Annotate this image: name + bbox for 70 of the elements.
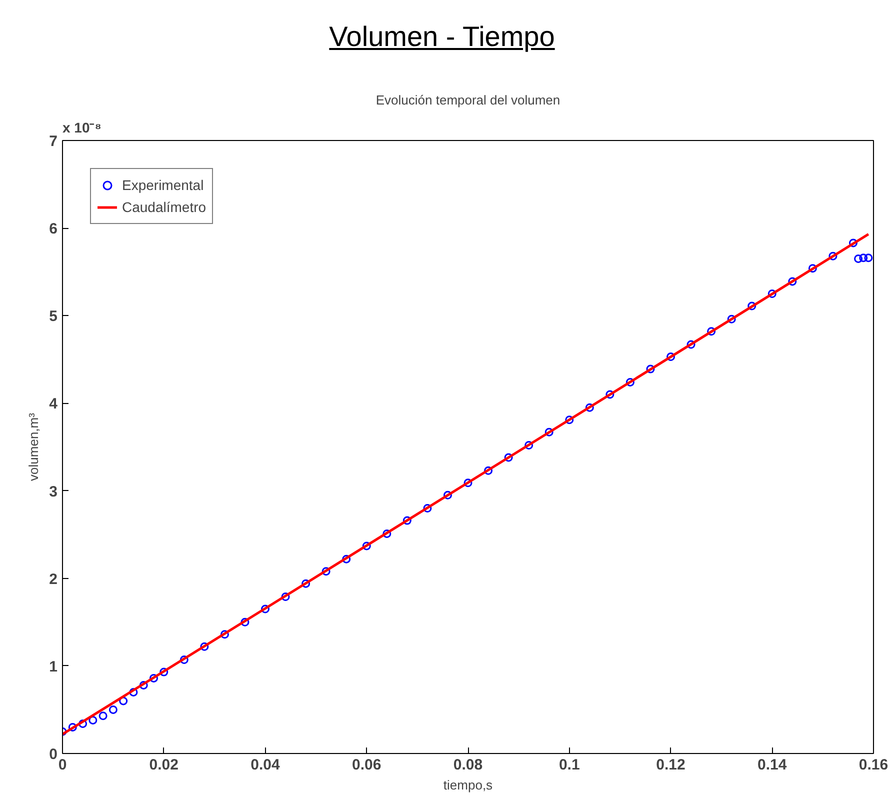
y-tick-label: 5 bbox=[49, 308, 58, 326]
point bbox=[464, 478, 472, 488]
point bbox=[808, 264, 817, 273]
point bbox=[78, 719, 88, 728]
y-axis-title: volumen,m³ bbox=[26, 412, 42, 481]
point bbox=[606, 390, 614, 399]
chart-title: Volumen - Tiempo bbox=[328, 20, 556, 54]
legend-label: Caudalímetro bbox=[122, 199, 206, 215]
point bbox=[666, 352, 675, 362]
x-tick-label: 0.02 bbox=[149, 756, 178, 774]
point bbox=[160, 668, 168, 676]
y-tick-label: 6 bbox=[49, 220, 58, 238]
point bbox=[119, 696, 128, 706]
point bbox=[544, 428, 554, 436]
point bbox=[848, 238, 858, 248]
point bbox=[707, 327, 716, 336]
point bbox=[98, 712, 108, 720]
point bbox=[854, 254, 863, 263]
point bbox=[362, 542, 371, 550]
x-tick-label: 0.12 bbox=[656, 756, 686, 774]
point bbox=[626, 378, 634, 386]
point bbox=[302, 579, 310, 588]
point bbox=[686, 340, 696, 349]
x-axis-title: tiempo,s bbox=[443, 778, 494, 792]
x-tick-label: 0.04 bbox=[250, 756, 281, 774]
point bbox=[322, 567, 330, 576]
y-tick-label: 4 bbox=[49, 396, 58, 413]
point bbox=[402, 516, 412, 525]
x-tick-label: 0.06 bbox=[352, 756, 382, 774]
point bbox=[382, 529, 392, 538]
point bbox=[484, 466, 493, 475]
x-tick-label: 0.16 bbox=[858, 756, 888, 774]
point bbox=[281, 592, 290, 601]
point bbox=[342, 554, 351, 564]
point bbox=[565, 416, 574, 424]
point bbox=[200, 642, 209, 651]
point bbox=[261, 604, 270, 614]
point bbox=[788, 277, 797, 286]
text: x 10⁻⁸ bbox=[62, 120, 102, 136]
y-tick-label: 7 bbox=[49, 133, 58, 150]
point bbox=[859, 254, 868, 262]
point bbox=[504, 453, 513, 462]
point bbox=[646, 364, 655, 374]
point bbox=[748, 302, 756, 310]
point bbox=[108, 705, 118, 714]
x-tick-label: 0.14 bbox=[758, 756, 788, 774]
point bbox=[180, 656, 188, 664]
chart-subtitle: Evolución temporal del volumen bbox=[376, 92, 560, 108]
y-tick-label: 3 bbox=[49, 483, 58, 500]
point bbox=[240, 618, 250, 626]
point bbox=[864, 254, 873, 262]
point bbox=[443, 490, 452, 500]
point bbox=[149, 674, 158, 682]
point bbox=[585, 403, 594, 412]
point bbox=[129, 688, 138, 696]
point bbox=[768, 290, 776, 298]
point bbox=[828, 252, 838, 260]
point bbox=[139, 680, 148, 690]
point bbox=[727, 314, 736, 324]
point bbox=[524, 441, 534, 450]
y-tick-label: 2 bbox=[49, 570, 58, 588]
y-tick-label: 1 bbox=[49, 658, 58, 676]
point bbox=[68, 722, 77, 732]
legend-label: Experimental bbox=[122, 177, 204, 193]
point bbox=[423, 504, 432, 513]
x-tick-label: 0.1 bbox=[558, 756, 580, 774]
y-tick-label: 0 bbox=[49, 746, 58, 763]
x-tick-label: 0.08 bbox=[453, 756, 483, 774]
point bbox=[220, 630, 229, 639]
point bbox=[88, 716, 98, 724]
